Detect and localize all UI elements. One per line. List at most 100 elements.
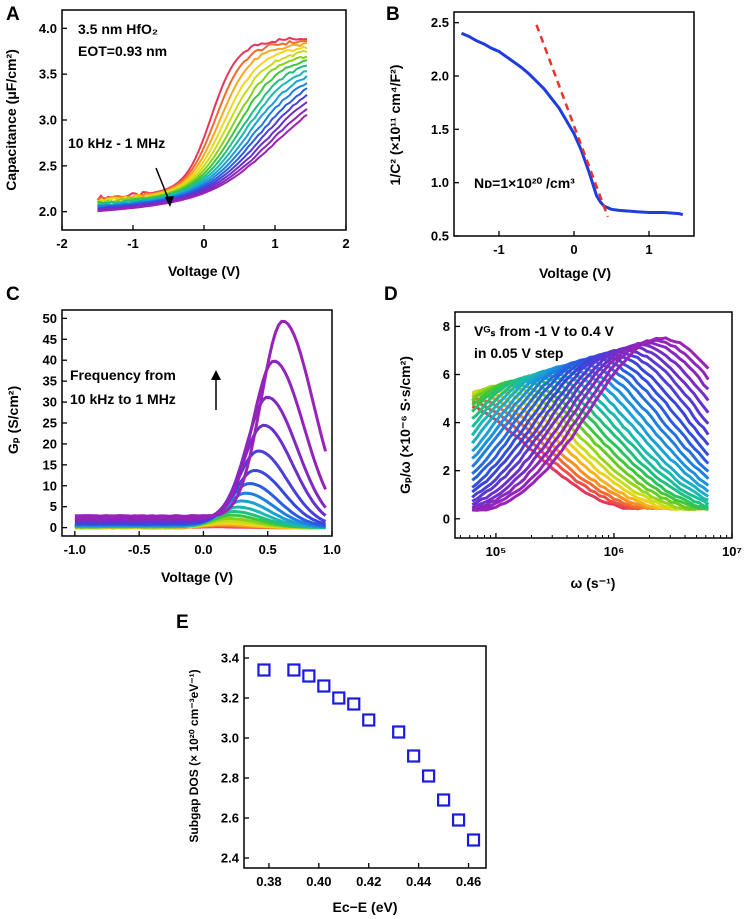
- panel-c-y-tick-label: 15: [43, 457, 57, 472]
- panel-a-curves: [96, 36, 308, 213]
- panel-e-y-axis-title: Subgap DOS (× 10²⁰ cm⁻³eV⁻¹): [187, 669, 201, 842]
- panel-d-x-tick-label: 10⁵: [486, 544, 507, 559]
- panel-c-frequency-annotation-line2: 10 kHz to 1 MHz: [70, 391, 176, 407]
- panel-e-data-point: [392, 725, 406, 739]
- panel-e-x-axis-title: Eᴄ−E (eV): [333, 899, 398, 915]
- panel-d-series-line: [471, 354, 710, 489]
- panel-b-x-tick-label: 0: [570, 242, 577, 257]
- panel-b-curves: [460, 24, 684, 218]
- panel-d-y-tick-label: 0: [443, 511, 450, 526]
- panel-d-label: D: [384, 284, 398, 305]
- panel-a-x-tick-label: 1: [271, 236, 278, 251]
- panel-e-x-tick-label: 0.38: [256, 874, 281, 889]
- panel-c-y-tick-label: 40: [43, 353, 57, 368]
- panel-e-x-ticks: 0.38 0.40 0.42 0.44 0.46: [256, 863, 481, 889]
- panel-e-label: E: [176, 612, 189, 633]
- panel-e-y-tick-label: 2.8: [221, 771, 239, 786]
- panel-e-points: [257, 663, 481, 847]
- panel-e-data-point: [451, 813, 466, 827]
- panel-d-series-line: [471, 349, 710, 499]
- panel-b-y-axis-title: 1/C² (×10¹¹ cm⁴/F²): [387, 65, 403, 186]
- panel-a-series-line: [96, 36, 308, 201]
- panel-c-y-tick-label: 25: [43, 416, 57, 431]
- panel-e-data-point: [407, 749, 421, 763]
- panel-d-x-axis-title: ω (s⁻¹): [571, 575, 616, 591]
- panel-e-data-point: [436, 793, 451, 807]
- panel-d-y-axis-title: Gₚ/ω (×10⁻⁶ S·s/cm²): [397, 356, 413, 494]
- panel-a-y-tick-label: 3.5: [39, 67, 57, 82]
- panel-c-series-line: [74, 395, 327, 522]
- panel-a-x-tick-label: -1: [127, 236, 139, 251]
- panel-d-series-line: [471, 345, 710, 507]
- panel-d-y-tick-label: 4: [443, 415, 451, 430]
- panel-a-x-tick-label: 2: [342, 236, 349, 251]
- panel-e-data-point: [332, 691, 346, 705]
- panel-c-x-tick-label: -0.5: [128, 542, 150, 557]
- panel-a-y-axis-title: Capacitance (μF/cm²): [3, 49, 19, 191]
- panel-c-x-tick-label: 1.0: [323, 542, 341, 557]
- panel-c: C -1.0 -0.5 0.0 0.5 1.0 0 5 10 15 20 25 30 35 40 45 50…: [5, 284, 341, 585]
- panel-b-x-tick-label: 1: [645, 242, 652, 257]
- panel-c-series-line: [74, 319, 328, 518]
- panel-c-y-tick-label: 35: [43, 374, 57, 389]
- panel-d-x-tick-label: 10⁷: [722, 544, 742, 559]
- panel-c-y-ticks: 0 5 10 15 20 25 30 35 40 45 50: [43, 311, 67, 535]
- panel-b-x-tick-label: -1: [493, 242, 505, 257]
- panel-a-eot-annotation: EOT=0.93 nm: [78, 43, 167, 59]
- panel-a-x-axis-title: Voltage (V): [168, 263, 240, 279]
- panel-d-series-line: [471, 341, 710, 512]
- panel-e-data-point: [362, 713, 376, 727]
- panel-a-y-tick-label: 3.0: [39, 113, 57, 128]
- panel-d-y-ticks: 0 2 4 6 8: [443, 319, 460, 526]
- panel-d-curves: [470, 336, 710, 512]
- panel-d-series-line: [471, 368, 710, 498]
- panel-a-y-tick-label: 2.0: [39, 204, 57, 219]
- panel-c-y-tick-label: 10: [43, 478, 57, 493]
- panel-a-series-line: [97, 87, 308, 210]
- panel-e-x-tick-label: 0.44: [406, 874, 432, 889]
- panel-b-fit-line: [535, 24, 609, 218]
- panel-b: B -1 0 1 0.5 1.0 1.5 2.0 2.5 Voltage (V) 1/C² …: [386, 4, 695, 281]
- panel-b-doping-annotation: Nᴅ=1×10²⁰ /cm³: [474, 175, 575, 191]
- panel-a-x-ticks: -2 -1 0 1 2: [56, 225, 350, 251]
- panel-c-x-tick-label: -1.0: [64, 542, 86, 557]
- panel-a-y-ticks: 2.0 2.5 3.0 3.5 4.0: [39, 21, 67, 219]
- panel-d: D 10⁵ 10⁶ 10⁷ 0 2 4 6 8 ω (s⁻¹) Gₚ/ω (×10⁻⁶ S·…: [384, 284, 742, 591]
- panel-a-y-tick-label: 2.5: [39, 158, 57, 173]
- panel-b-x-ticks: -1 0 1: [493, 231, 653, 257]
- panel-d-x-ticks: 10⁵ 10⁶ 10⁷: [459, 533, 742, 559]
- panel-e-y-tick-label: 3.2: [221, 691, 239, 706]
- panel-a: A -2 -1 0 1 2 2.0 2.5 3.0 3.5 4.0 Voltage (V) Ca…: [3, 4, 350, 279]
- panel-e-y-tick-label: 3.0: [221, 731, 239, 746]
- panel-d-series-line: [471, 347, 710, 503]
- panel-c-label: C: [6, 284, 20, 305]
- panel-d-frame: [454, 311, 733, 539]
- panel-d-y-tick-label: 6: [443, 367, 450, 382]
- panel-e: E 0.38 0.40 0.42 0.44 0.46 2.4 2.6 2.8 3.0 3.2 3.…: [176, 612, 487, 915]
- panel-d-annotation-line1: Vᴳₛ from -1 V to 0.4 V: [474, 323, 614, 339]
- panel-b-frame: [453, 11, 695, 237]
- panel-a-series-line: [97, 55, 308, 205]
- panel-a-label: A: [6, 4, 20, 25]
- panel-d-series-line: [472, 336, 710, 512]
- panel-e-data-point: [347, 697, 361, 711]
- panel-e-data-point: [466, 833, 481, 847]
- panel-a-series-line: [97, 113, 308, 213]
- panel-b-y-tick-label: 2.5: [431, 15, 449, 30]
- panel-b-label: B: [386, 4, 400, 25]
- panel-c-x-tick-label: 0.0: [194, 542, 212, 557]
- panel-e-data-point: [302, 669, 316, 683]
- panel-c-arrow: [211, 370, 221, 410]
- panel-e-y-tick-label: 2.6: [221, 811, 239, 826]
- panel-d-y-tick-label: 2: [443, 463, 450, 478]
- panel-e-data-point: [287, 663, 301, 677]
- panel-b-y-tick-label: 1.0: [431, 175, 449, 190]
- panel-e-frame: [243, 645, 487, 869]
- panel-c-y-tick-label: 5: [50, 499, 57, 514]
- panel-e-y-ticks: 2.4 2.6 2.8 3.0 3.2 3.4: [221, 651, 249, 866]
- panel-b-series-line: [460, 31, 684, 217]
- panel-c-x-tick-label: 0.5: [259, 542, 277, 557]
- panel-a-x-tick-label: 0: [200, 236, 207, 251]
- panel-b-y-ticks: 0.5 1.0 1.5 2.0 2.5: [431, 15, 459, 244]
- panel-c-y-tick-label: 50: [43, 311, 57, 326]
